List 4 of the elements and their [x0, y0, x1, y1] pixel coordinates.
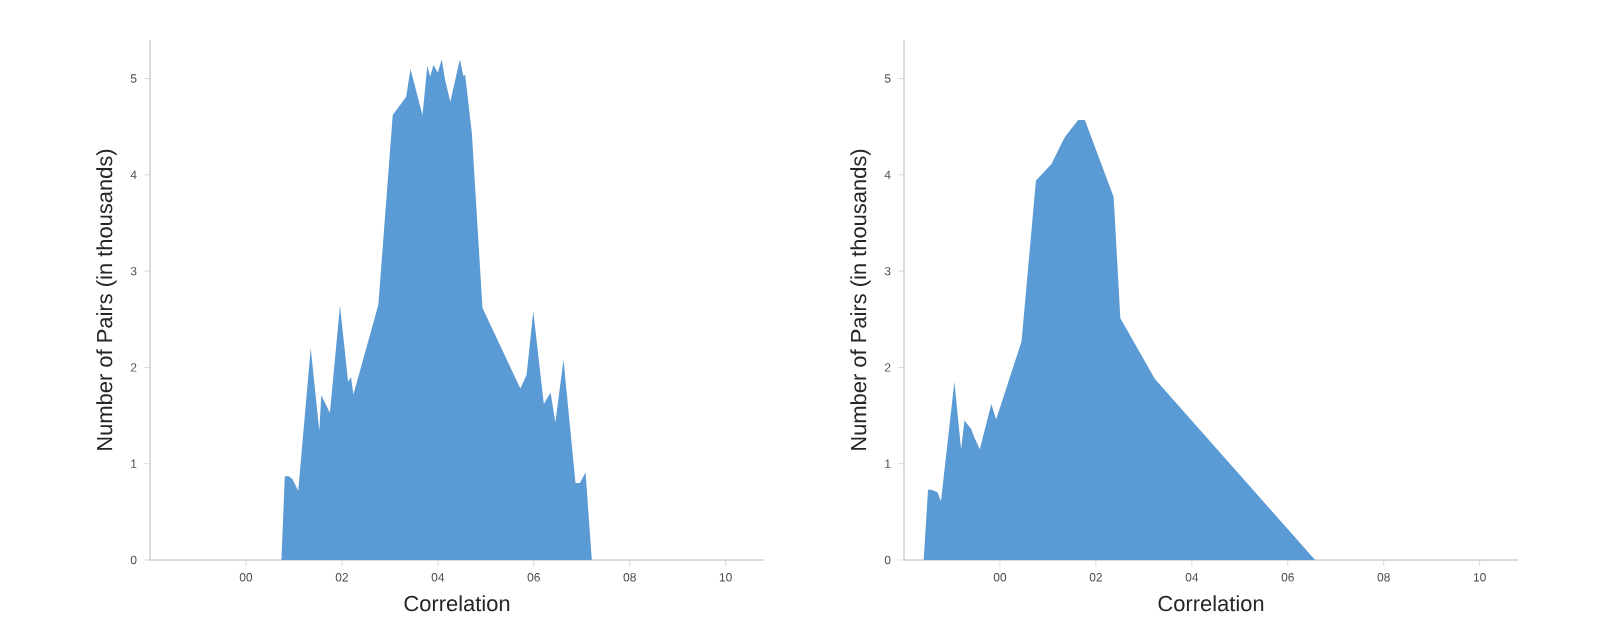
y-axis-title: Number of Pairs (in thousands) — [850, 149, 871, 450]
x-axis-title: Correlation — [1158, 595, 1264, 612]
x-axis-title: Correlation — [404, 595, 510, 612]
y-axis-title: Number of Pairs (in thousands) — [96, 149, 117, 450]
